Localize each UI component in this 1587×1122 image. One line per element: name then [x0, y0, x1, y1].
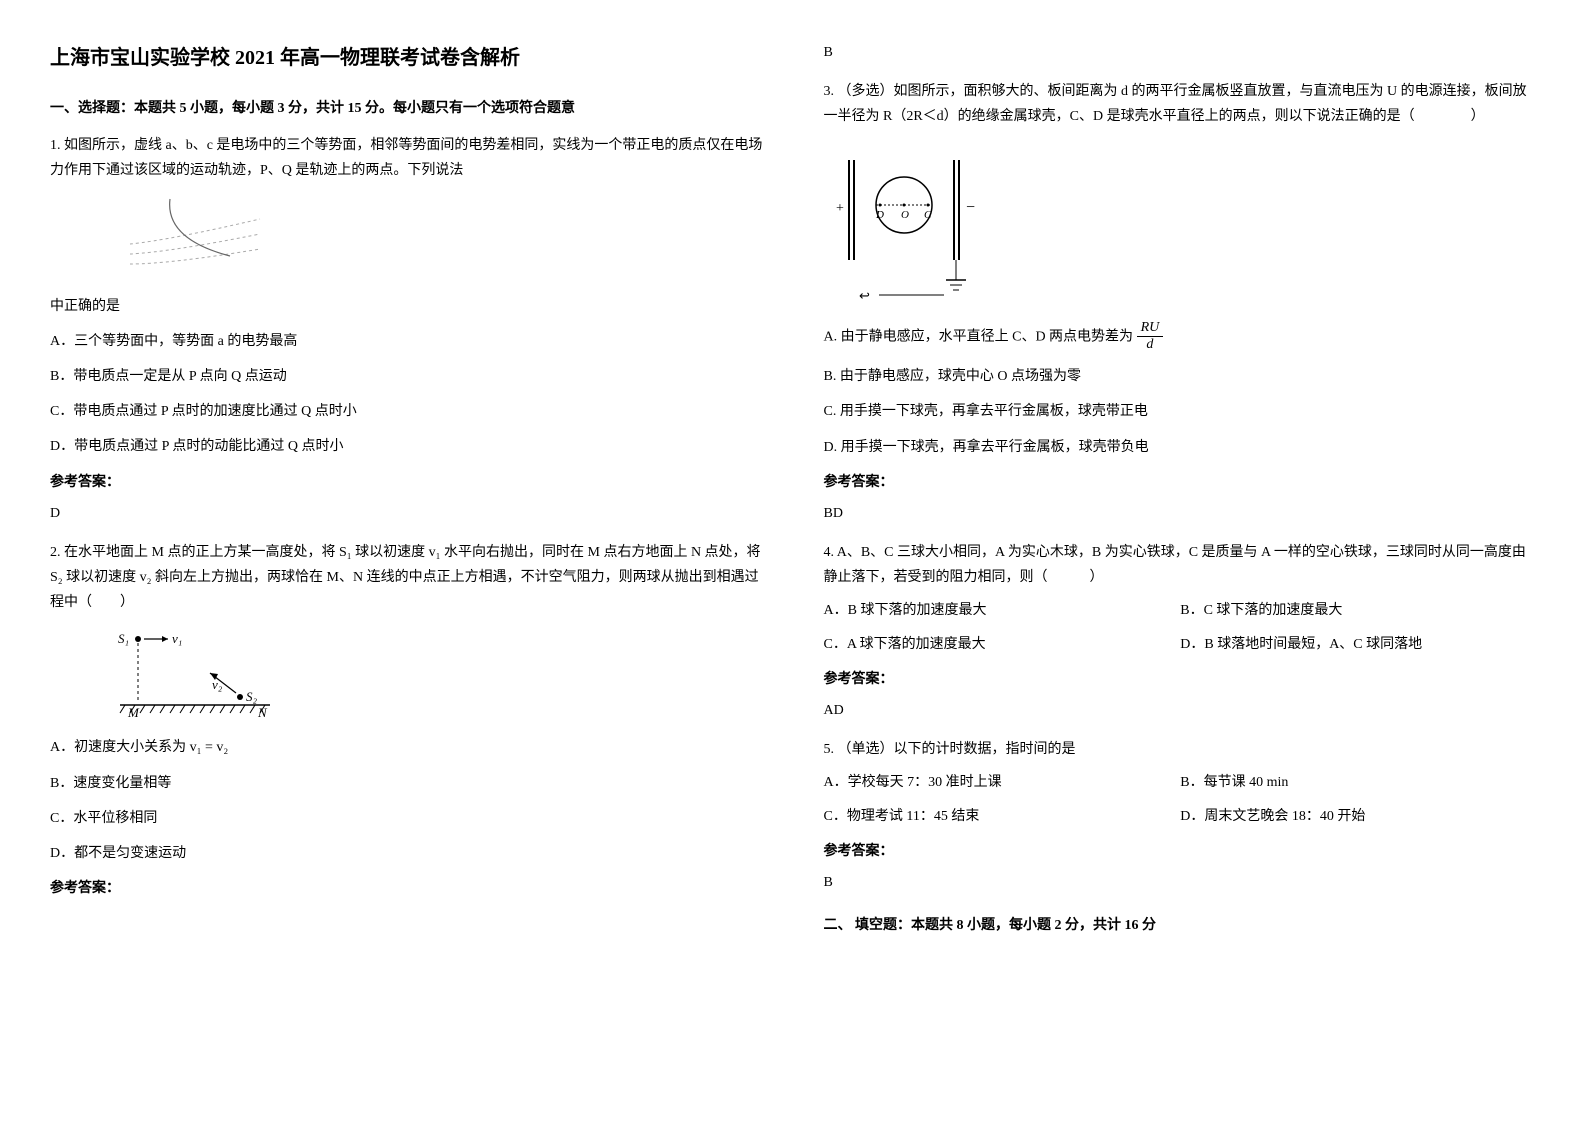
- q3-a-fraction: RU d: [1137, 320, 1164, 355]
- q1-option-a: A．三个等势面中，等势面 a 的电势最高: [50, 329, 764, 354]
- q1-text: 1. 如图所示，虚线 a、b、c 是电场中的三个等势面，相邻等势面间的电势差相同…: [50, 133, 764, 183]
- q2-option-b: B．速度变化量相等: [50, 771, 764, 796]
- q4-option-d: D．B 球落地时间最短，A、C 球同落地: [1180, 632, 1537, 657]
- question-2: 2. 在水平地面上 M 点的正上方某一高度处，将 S₁ 球以初速度 v₁ 水平向…: [50, 540, 764, 902]
- q1-option-c: C．带电质点通过 P 点时的加速度比通过 Q 点时小: [50, 399, 764, 424]
- q2-option-a: A．初速度大小关系为 v₁ = v₂: [50, 735, 764, 760]
- svg-text:C: C: [924, 209, 932, 221]
- q3-options: A. 由于静电感应，水平直径上 C、D 两点电势差为 RU d B. 由于静电感…: [824, 320, 1538, 460]
- q4-row2: C．A 球下落的加速度最大 D．B 球落地时间最短，A、C 球同落地: [824, 632, 1538, 657]
- q5-answer: B: [824, 870, 1538, 895]
- q2-option-d: D．都不是匀变速运动: [50, 841, 764, 866]
- q1-svg: [110, 194, 270, 284]
- q1-answer: D: [50, 501, 764, 526]
- q3-option-a: A. 由于静电感应，水平直径上 C、D 两点电势差为 RU d: [824, 320, 1538, 355]
- q3-answer-label: 参考答案：: [824, 470, 1538, 495]
- section1-heading: 一、选择题：本题共 5 小题，每小题 3 分，共计 15 分。每小题只有一个选项…: [50, 96, 764, 121]
- question-3: 3. （多选）如图所示，面积够大的、板间距离为 d 的两平行金属板竖直放置，与直…: [824, 79, 1538, 526]
- q2-text: 2. 在水平地面上 M 点的正上方某一高度处，将 S₁ 球以初速度 v₁ 水平向…: [50, 540, 764, 616]
- svg-text:+: +: [836, 201, 844, 216]
- q3-option-d: D. 用手摸一下球壳，再拿去平行金属板，球壳带负电: [824, 435, 1538, 460]
- svg-text:S₁: S₁: [118, 631, 129, 646]
- q4-answer-label: 参考答案：: [824, 667, 1538, 692]
- svg-text:O: O: [901, 209, 909, 221]
- q3-a-prefix: A. 由于静电感应，水平直径上 C、D 两点电势差为: [824, 329, 1134, 344]
- right-column: B 3. （多选）如图所示，面积够大的、板间距离为 d 的两平行金属板竖直放置，…: [824, 40, 1538, 950]
- q5-option-c: C．物理考试 11：45 结束: [824, 804, 1181, 829]
- q5-row1: A．学校每天 7：30 准时上课 B．每节课 40 min: [824, 770, 1538, 795]
- q5-option-b: B．每节课 40 min: [1180, 770, 1537, 795]
- q1-after-fig: 中正确的是: [50, 294, 764, 319]
- q5-option-d: D．周末文艺晚会 18：40 开始: [1180, 804, 1537, 829]
- q3-frac-den: d: [1137, 337, 1164, 354]
- svg-text:N: N: [257, 705, 268, 720]
- q5-text: 5. （单选）以下的计时数据，指时间的是: [824, 737, 1538, 762]
- q3-figure: + − D O C ↩: [824, 140, 1538, 310]
- q3-answer: BD: [824, 501, 1538, 526]
- section2-heading: 二、 填空题：本题共 8 小题，每小题 2 分，共计 16 分: [824, 913, 1538, 938]
- q4-text: 4. A、B、C 三球大小相同，A 为实心木球，B 为实心铁球，C 是质量与 A…: [824, 540, 1538, 590]
- svg-text:v₁: v₁: [172, 631, 182, 646]
- q4-answer: AD: [824, 698, 1538, 723]
- exam-page: 上海市宝山实验学校 2021 年高一物理联考试卷含解析 一、选择题：本题共 5 …: [50, 40, 1537, 950]
- question-1: 1. 如图所示，虚线 a、b、c 是电场中的三个等势面，相邻等势面间的电势差相同…: [50, 133, 764, 526]
- q3-frac-num: RU: [1137, 320, 1164, 338]
- q4-row1: A．B 球下落的加速度最大 B．C 球下落的加速度最大: [824, 598, 1538, 623]
- q3-option-c: C. 用手摸一下球壳，再拿去平行金属板，球壳带正电: [824, 399, 1538, 424]
- svg-text:−: −: [966, 199, 975, 216]
- q1-option-d: D．带电质点通过 P 点时的动能比通过 Q 点时小: [50, 434, 764, 459]
- q5-option-a: A．学校每天 7：30 准时上课: [824, 770, 1181, 795]
- q2-answer-label: 参考答案：: [50, 876, 764, 901]
- q1-options: A．三个等势面中，等势面 a 的电势最高 B．带电质点一定是从 P 点向 Q 点…: [50, 329, 764, 460]
- svg-text:v₂: v₂: [212, 677, 223, 692]
- q1-figure: [110, 194, 764, 284]
- q2-options: A．初速度大小关系为 v₁ = v₂ B．速度变化量相等 C．水平位移相同 D．…: [50, 735, 764, 866]
- q5-row2: C．物理考试 11：45 结束 D．周末文艺晚会 18：40 开始: [824, 804, 1538, 829]
- q2-svg: S₁ v₁ M N S₂ v₂: [110, 625, 280, 725]
- q4-option-b: B．C 球下落的加速度最大: [1180, 598, 1537, 623]
- q4-option-c: C．A 球下落的加速度最大: [824, 632, 1181, 657]
- q2-figure: S₁ v₁ M N S₂ v₂: [110, 625, 764, 725]
- q2-option-c: C．水平位移相同: [50, 806, 764, 831]
- q3-text: 3. （多选）如图所示，面积够大的、板间距离为 d 的两平行金属板竖直放置，与直…: [824, 79, 1538, 129]
- q3-svg: + − D O C ↩: [824, 140, 1014, 310]
- q2-answer: B: [824, 40, 1538, 65]
- q1-answer-label: 参考答案：: [50, 470, 764, 495]
- exam-title: 上海市宝山实验学校 2021 年高一物理联考试卷含解析: [50, 40, 764, 76]
- q1-option-b: B．带电质点一定是从 P 点向 Q 点运动: [50, 364, 764, 389]
- q3-option-b: B. 由于静电感应，球壳中心 O 点场强为零: [824, 364, 1538, 389]
- question-5: 5. （单选）以下的计时数据，指时间的是 A．学校每天 7：30 准时上课 B．…: [824, 737, 1538, 895]
- q4-option-a: A．B 球下落的加速度最大: [824, 598, 1181, 623]
- svg-text:S₂: S₂: [246, 689, 258, 704]
- q5-answer-label: 参考答案：: [824, 839, 1538, 864]
- question-4: 4. A、B、C 三球大小相同，A 为实心木球，B 为实心铁球，C 是质量与 A…: [824, 540, 1538, 723]
- svg-text:↩: ↩: [859, 288, 870, 303]
- svg-text:D: D: [875, 209, 884, 221]
- left-column: 上海市宝山实验学校 2021 年高一物理联考试卷含解析 一、选择题：本题共 5 …: [50, 40, 764, 950]
